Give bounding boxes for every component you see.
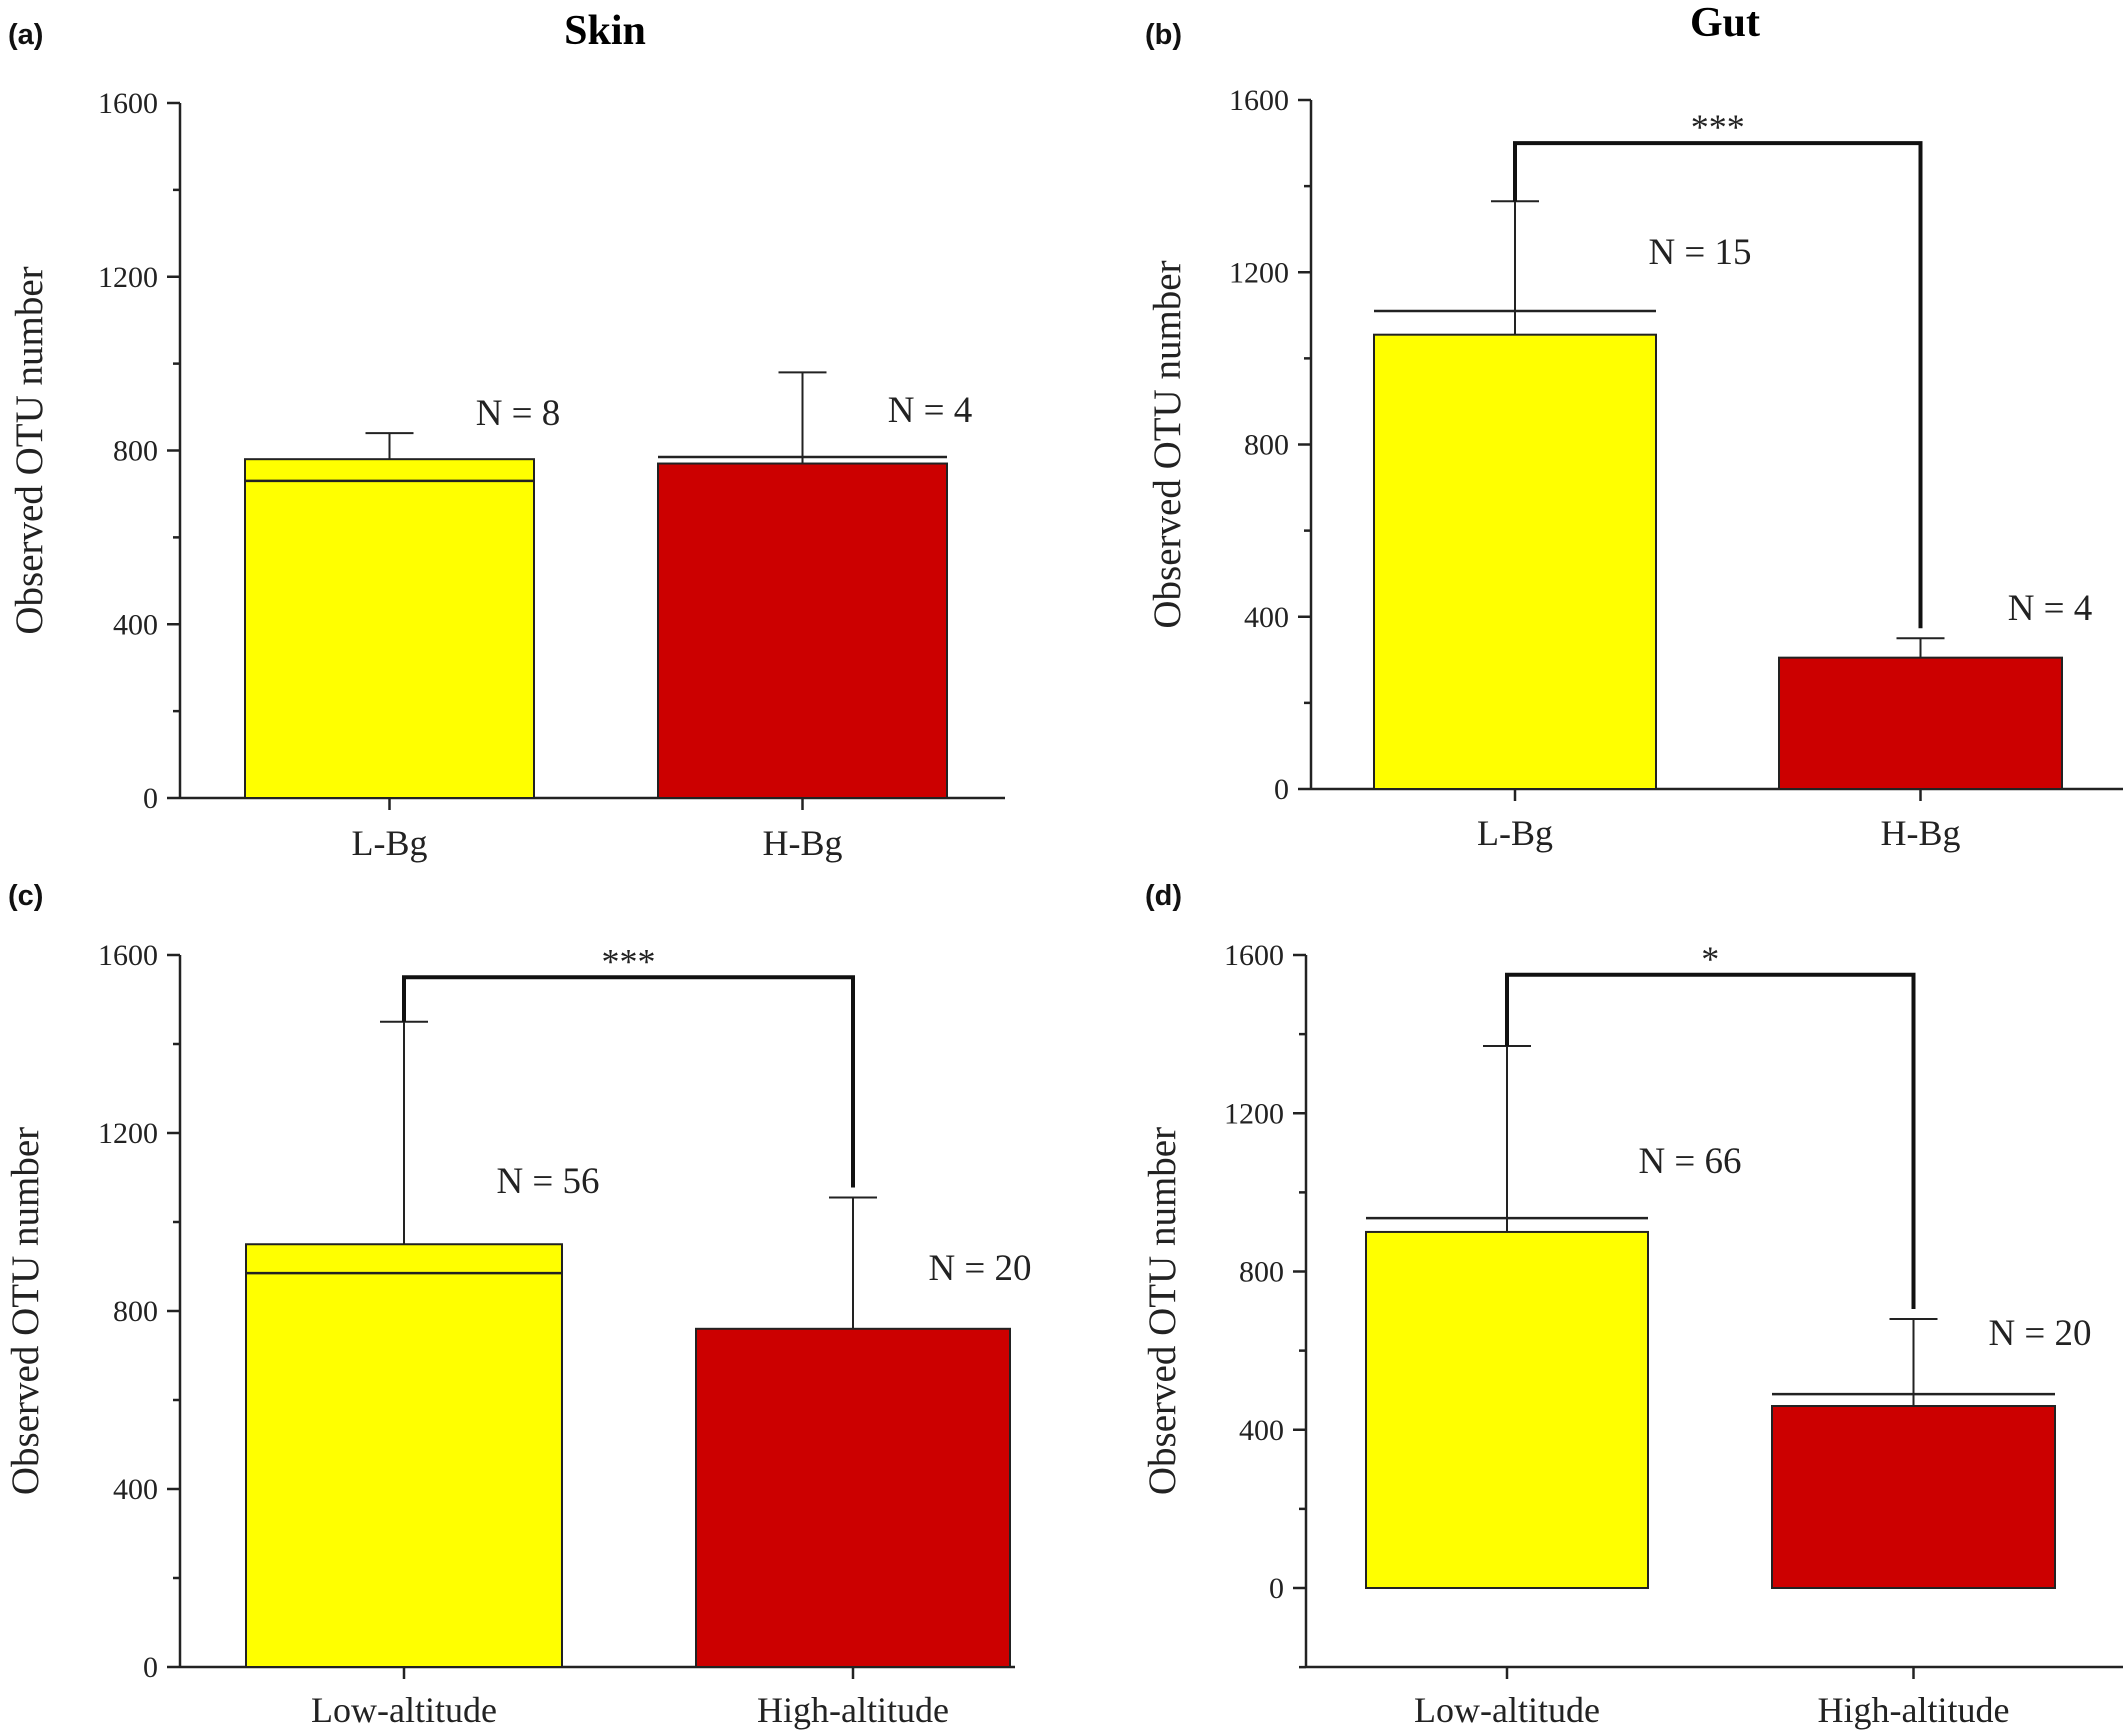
x-tick-label: High-altitude [1818,1690,2010,1730]
bar [657,462,948,799]
x-tick-label: H-Bg [763,823,843,863]
n-label: N = 20 [928,1248,1031,1289]
x-tick-label: Low-altitude [1414,1690,1600,1730]
bar [1771,1405,2056,1589]
chart-panel-3: (d) 0 400 800 1200 1600 Observed OTU number Low… [1141,880,2123,1730]
x-tick-label: Low-altitude [311,1690,497,1730]
y-tick-label: 1200 [98,261,158,294]
y-tick-label: 1200 [98,1117,158,1150]
chart-panel-2: (c) 0 400 800 1200 1600 Observed OTU number Low… [4,880,1032,1730]
y-tick-label: 1600 [98,939,158,972]
significance-label: * [1701,939,1719,979]
y-tick-label: 1600 [1224,939,1284,972]
bar [1778,656,2063,790]
y-tick-label: 800 [1244,429,1289,462]
panel-letter: (d) [1145,880,1182,912]
x-tick-label: L-Bg [1477,813,1553,853]
y-tick-label: 0 [143,1651,158,1684]
significance-bracket [1513,141,1923,629]
chart-panel-0: (a) 0 400 800 1200 1600 Observed OTU number L-B… [8,19,1005,863]
n-label: N = 4 [2008,588,2093,629]
n-label: N = 4 [888,390,973,431]
y-tick-label: 1200 [1224,1097,1284,1130]
y-tick-label: 800 [113,435,158,468]
significance-label: *** [602,941,656,981]
n-label: N = 66 [1638,1141,1741,1182]
bar [244,458,535,799]
bar [1365,1230,1649,1589]
y-axis-label: Observed OTU number [4,1127,47,1495]
x-tick-label: L-Bg [352,823,428,863]
panel-letter: (b) [1145,19,1182,51]
bar [695,1327,1011,1669]
significance-label: *** [1691,107,1745,147]
y-tick-label: 800 [113,1295,158,1328]
y-tick-label: 400 [1244,601,1289,634]
y-axis-label: Observed OTU number [1146,260,1189,628]
y-tick-label: 800 [1239,1256,1284,1289]
n-label: N = 15 [1648,232,1751,273]
n-label: N = 56 [496,1161,599,1202]
column-title-skin: Skin [564,8,646,54]
column-title-gut: Gut [1690,0,1760,46]
n-label: N = 20 [1988,1313,2091,1354]
significance-bracket [1505,972,1916,1309]
bar [245,1243,563,1668]
y-tick-label: 1200 [1229,256,1289,289]
bar [1373,333,1657,790]
y-tick-label: 400 [1239,1414,1284,1447]
y-tick-label: 1600 [98,87,158,120]
y-tick-label: 0 [1274,773,1289,806]
y-tick-label: 0 [1269,1572,1284,1605]
n-label: N = 8 [476,393,561,434]
panel-letter: (a) [8,19,43,51]
x-tick-label: H-Bg [1881,813,1961,853]
x-tick-label: High-altitude [757,1690,949,1730]
y-tick-label: 400 [113,1473,158,1506]
y-tick-label: 1600 [1229,84,1289,117]
y-tick-label: 0 [143,782,158,815]
y-tick-label: 400 [113,608,158,641]
y-axis-label: Observed OTU number [8,266,51,634]
chart-panel-1: (b) 0 400 800 1200 1600 Observed OTU number L-B… [1145,19,2123,853]
significance-bracket [402,975,855,1188]
panel-letter: (c) [8,880,43,912]
y-axis-label: Observed OTU number [1141,1127,1184,1495]
